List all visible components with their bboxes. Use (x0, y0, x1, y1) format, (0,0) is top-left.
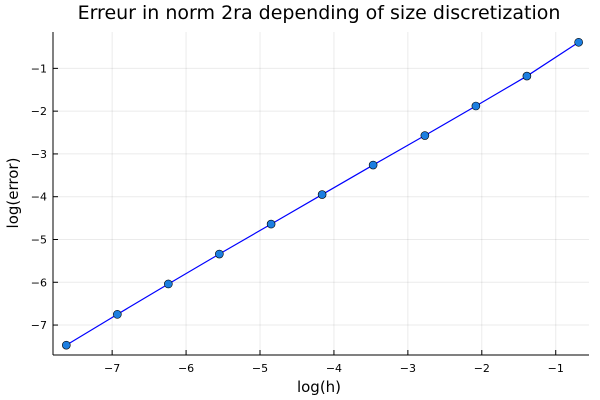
y-tick-label: −4 (31, 191, 47, 204)
data-point (62, 340, 71, 350)
x-tick-label: −6 (178, 362, 194, 375)
data-point (164, 279, 173, 289)
y-axis-label: log(error) (4, 158, 22, 229)
grid-lines (53, 32, 589, 355)
data-point (471, 101, 481, 111)
ticks: −7 −6 −5 −4 −3 −2 −1 −7 −6 −5 −4 −3 −2 −1 (31, 62, 564, 375)
y-tick-label: −6 (31, 276, 47, 289)
x-axis-label: log(h) (297, 378, 341, 396)
axes (52, 32, 589, 356)
data-point (522, 71, 532, 81)
y-tick-label: −3 (31, 148, 47, 161)
y-tick-label: −1 (31, 62, 47, 75)
x-tick-label: −2 (474, 362, 490, 375)
data-point (574, 37, 583, 47)
x-tick-label: −1 (548, 362, 564, 375)
x-tick-label: −7 (104, 362, 120, 375)
x-tick-label: −3 (400, 362, 416, 375)
x-tick-label: −4 (326, 362, 342, 375)
data-point (420, 131, 430, 140)
data-point (266, 219, 276, 229)
data-point (368, 160, 378, 170)
data-point (113, 310, 122, 319)
y-tick-label: −7 (31, 319, 47, 332)
data-point (317, 190, 327, 199)
y-tick-label: −5 (31, 233, 47, 246)
data-point (215, 249, 224, 259)
y-tick-label: −2 (31, 105, 47, 118)
chart-title: Erreur in norm 2ra depending of size dis… (78, 2, 561, 24)
x-tick-label: −5 (252, 362, 268, 375)
series-layer (62, 37, 583, 350)
